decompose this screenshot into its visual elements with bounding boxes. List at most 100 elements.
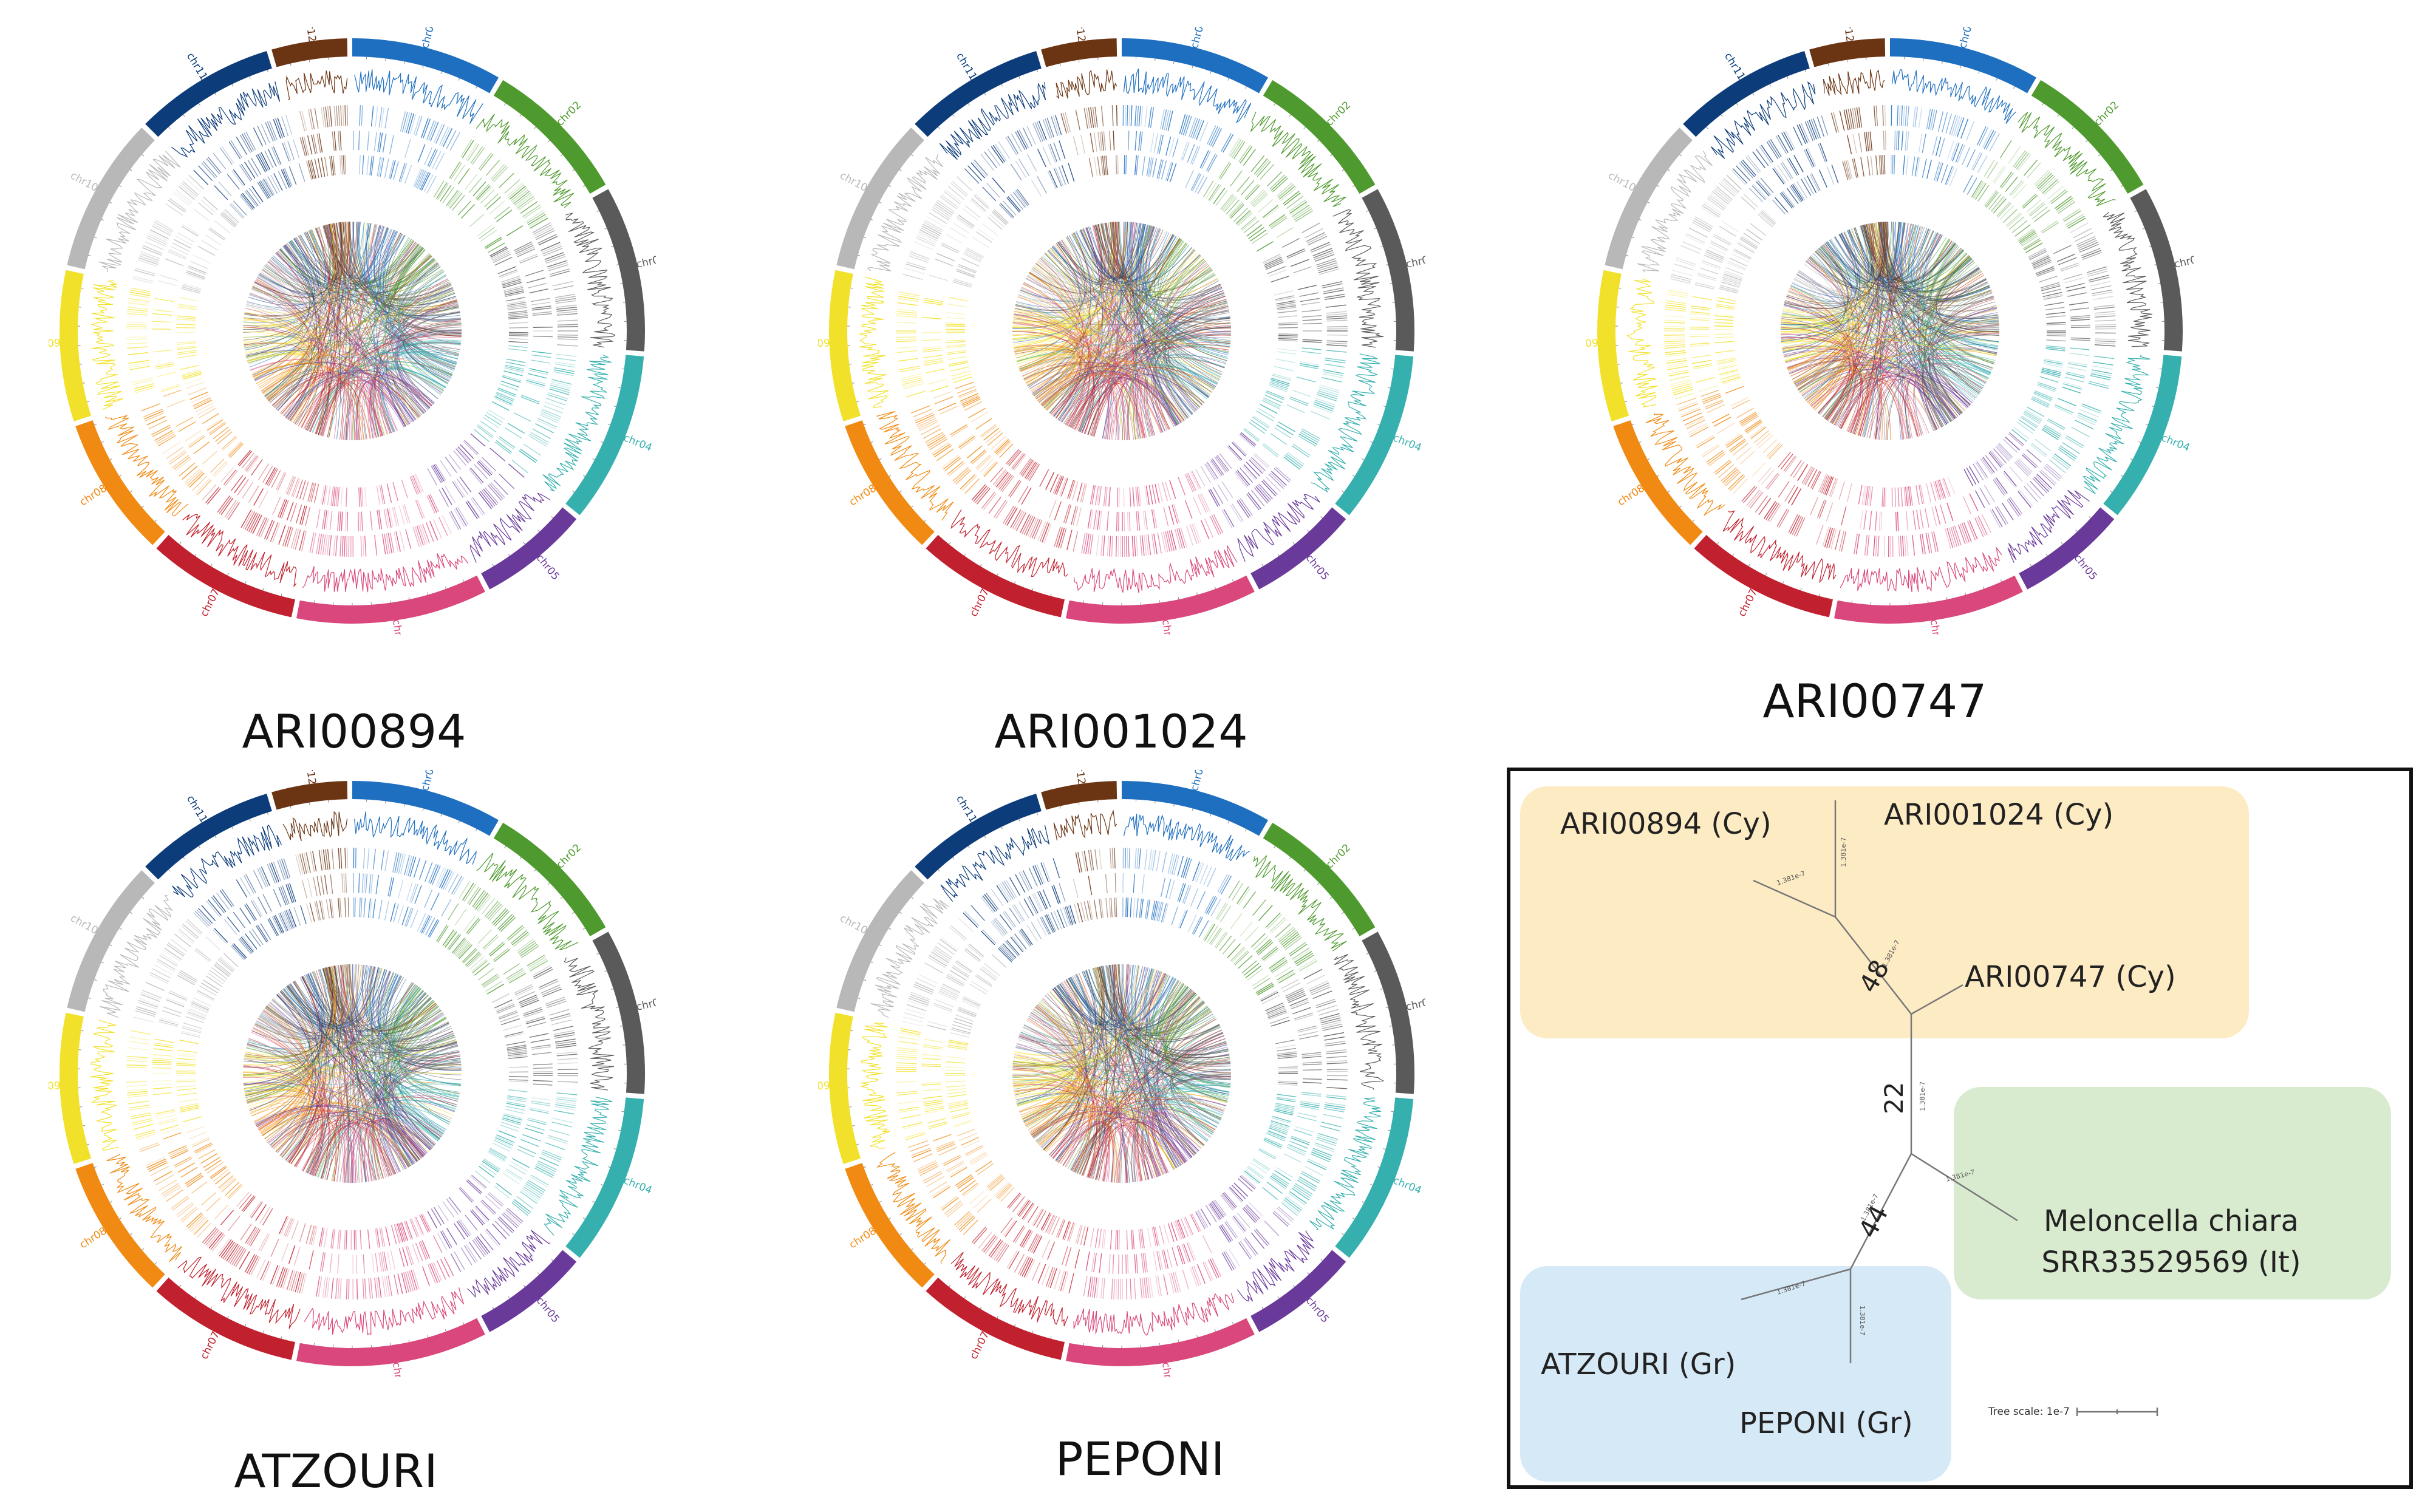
density-track xyxy=(2091,285,2112,291)
density-track xyxy=(270,1239,279,1257)
density-track xyxy=(911,405,931,414)
gc-content-track xyxy=(476,853,579,950)
density-track xyxy=(160,1124,179,1131)
density-track xyxy=(361,511,363,531)
density-track xyxy=(918,419,937,429)
tick-mark xyxy=(870,219,873,221)
density-track xyxy=(521,395,540,403)
density-track xyxy=(135,1010,155,1017)
density-track xyxy=(1778,481,1790,498)
density-track xyxy=(2033,393,2052,402)
density-track xyxy=(1665,350,1686,353)
density-track xyxy=(286,1270,293,1290)
density-track xyxy=(1975,183,1987,200)
gc-content-track xyxy=(90,280,124,410)
density-track xyxy=(1692,359,1712,364)
density-track xyxy=(1053,168,1062,187)
density-track xyxy=(1843,109,1849,131)
density-track xyxy=(1182,115,1190,135)
density-track xyxy=(295,1272,301,1293)
density-track xyxy=(447,933,460,950)
density-track xyxy=(129,364,150,369)
density-track xyxy=(496,1003,514,1012)
density-track xyxy=(483,488,497,505)
density-track xyxy=(1076,507,1082,526)
density-track xyxy=(2019,231,2036,243)
synteny-link xyxy=(1055,222,1110,418)
synteny-link xyxy=(310,230,435,290)
synteny-link xyxy=(383,230,461,321)
density-track xyxy=(937,199,955,213)
density-track xyxy=(2041,177,2057,192)
density-track xyxy=(1318,268,1339,275)
density-track xyxy=(127,1089,148,1092)
density-track xyxy=(1922,533,1926,554)
density-track xyxy=(547,262,568,270)
chromosome-band xyxy=(2130,189,2183,352)
density-track xyxy=(128,300,149,304)
density-track xyxy=(514,984,532,994)
density-track xyxy=(376,1277,380,1298)
density-track xyxy=(2013,150,2026,168)
gc-content-track xyxy=(565,213,616,348)
density-track xyxy=(499,474,514,489)
density-track xyxy=(143,245,163,254)
tick-mark xyxy=(1274,103,1276,106)
density-track xyxy=(554,293,576,298)
density-track xyxy=(1000,475,1013,491)
density-track xyxy=(1223,197,1237,213)
density-track xyxy=(245,1226,256,1244)
density-track xyxy=(293,478,301,497)
density-track xyxy=(1103,486,1107,506)
density-track xyxy=(1222,196,1236,212)
density-track xyxy=(1867,156,1871,176)
synteny-link xyxy=(1020,356,1204,404)
density-track xyxy=(1903,486,1906,506)
density-track xyxy=(1690,319,1710,321)
density-track xyxy=(203,196,219,211)
density-track xyxy=(989,214,1005,228)
density-track xyxy=(1208,184,1220,201)
gc-content-track xyxy=(304,1287,465,1335)
synteny-link xyxy=(245,308,344,440)
density-track xyxy=(381,1251,386,1272)
density-track xyxy=(176,341,196,344)
density-track xyxy=(1221,481,1233,499)
density-track xyxy=(1770,138,1782,157)
density-track xyxy=(530,960,548,972)
density-track xyxy=(231,170,244,187)
synteny-link xyxy=(1891,222,1993,303)
density-track xyxy=(172,242,190,252)
density-track xyxy=(2058,448,2075,461)
tick-mark xyxy=(1307,530,1309,532)
density-track xyxy=(1167,111,1173,131)
density-track xyxy=(946,317,966,319)
density-track xyxy=(980,154,994,171)
density-track xyxy=(1324,296,1345,300)
density-track xyxy=(2035,475,2051,491)
density-track xyxy=(536,230,555,240)
density-track xyxy=(137,259,158,267)
density-track xyxy=(438,489,449,507)
density-track xyxy=(985,430,1001,443)
density-track xyxy=(1194,119,1202,140)
density-track xyxy=(475,183,490,199)
density-track xyxy=(1247,492,1261,509)
density-track xyxy=(171,1196,188,1209)
density-track xyxy=(1132,487,1135,507)
density-track xyxy=(1864,534,1868,556)
density-track xyxy=(503,963,520,975)
density-track xyxy=(1165,481,1172,500)
density-track xyxy=(180,1107,200,1113)
density-track xyxy=(1788,157,1799,175)
synteny-link xyxy=(1798,225,1921,390)
density-track xyxy=(485,1196,500,1210)
density-track xyxy=(176,1202,193,1216)
synteny-link xyxy=(1073,233,1099,432)
synteny-link xyxy=(327,222,350,438)
density-track xyxy=(415,474,424,492)
density-track xyxy=(449,132,460,151)
density-track xyxy=(1087,534,1092,554)
density-track xyxy=(896,315,917,318)
density-track xyxy=(1665,346,1686,349)
